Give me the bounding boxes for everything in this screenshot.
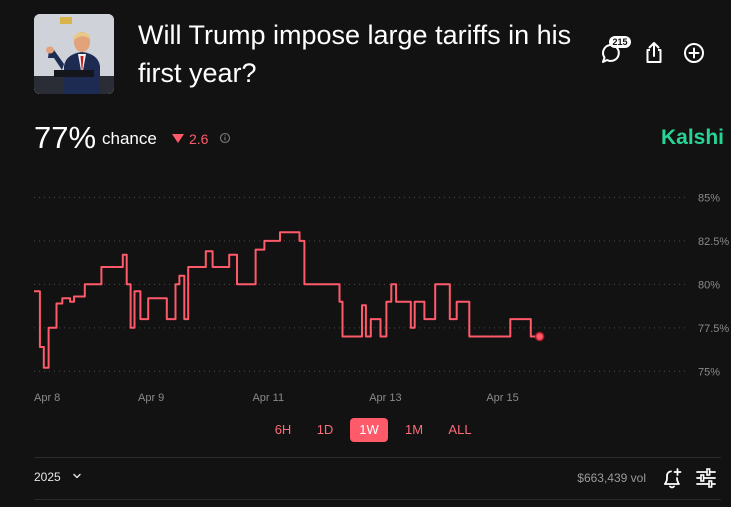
x-tick-label: Apr 8: [34, 392, 60, 404]
y-tick-label: 82.5%: [698, 236, 729, 248]
x-tick-label: Apr 11: [252, 392, 284, 404]
down-arrow-icon: [172, 134, 184, 143]
add-to-watchlist-button[interactable]: [679, 38, 709, 68]
bell-plus-icon: [664, 468, 682, 489]
chevron-down-icon: [73, 473, 81, 479]
price-alert-button[interactable]: [660, 466, 684, 490]
market-thumbnail: [34, 14, 114, 94]
chart-series-line: [34, 231, 540, 369]
divider: [34, 457, 721, 458]
tab-1m[interactable]: 1M: [404, 422, 424, 437]
y-tick-label: 77.5%: [698, 323, 729, 335]
market-title: Will Trump impose large tariffs in his f…: [138, 20, 572, 88]
comments-button[interactable]: 215: [597, 36, 631, 68]
volume-label: $663,439 vol: [577, 471, 646, 485]
y-tick-label: 75%: [698, 366, 720, 378]
x-tick-label: Apr 9: [138, 392, 164, 404]
share-icon: [646, 42, 662, 63]
kalshi-logo: Kalshi: [660, 126, 724, 149]
comment-count-badge: 215: [609, 36, 631, 48]
chart-settings-button[interactable]: [694, 466, 718, 490]
y-tick-label: 85%: [698, 192, 720, 204]
add-icon: [684, 43, 704, 63]
info-icon[interactable]: [219, 132, 231, 144]
probability-value: 77%: [34, 120, 97, 155]
x-tick-label: Apr 15: [486, 392, 518, 404]
year-select[interactable]: 2025: [34, 470, 82, 484]
tab-1d[interactable]: 1D: [316, 422, 334, 437]
x-tick-label: Apr 13: [369, 392, 401, 404]
tab-1w[interactable]: 1W: [350, 418, 388, 442]
y-tick-label: 80%: [698, 279, 720, 291]
chance-label: chance: [102, 129, 157, 148]
year-select-value: 2025: [34, 470, 61, 484]
share-button[interactable]: [639, 38, 669, 68]
speaker-portrait-image: [34, 14, 114, 94]
chance-summary: 77% chance 2.6 Kalshi: [34, 118, 731, 158]
filters-icon: [696, 468, 716, 488]
divider: [34, 499, 721, 500]
chart-current-point: [534, 331, 545, 342]
tab-all[interactable]: ALL: [448, 422, 472, 437]
probability-change: 2.6: [172, 131, 208, 147]
probability-change-value: 2.6: [189, 131, 209, 147]
tab-6h[interactable]: 6H: [274, 422, 292, 437]
probability-chart: 85% 82.5% 80% 77.5% 75% Apr 8 Apr 9 Apr 11 Apr …: [34, 192, 729, 404]
